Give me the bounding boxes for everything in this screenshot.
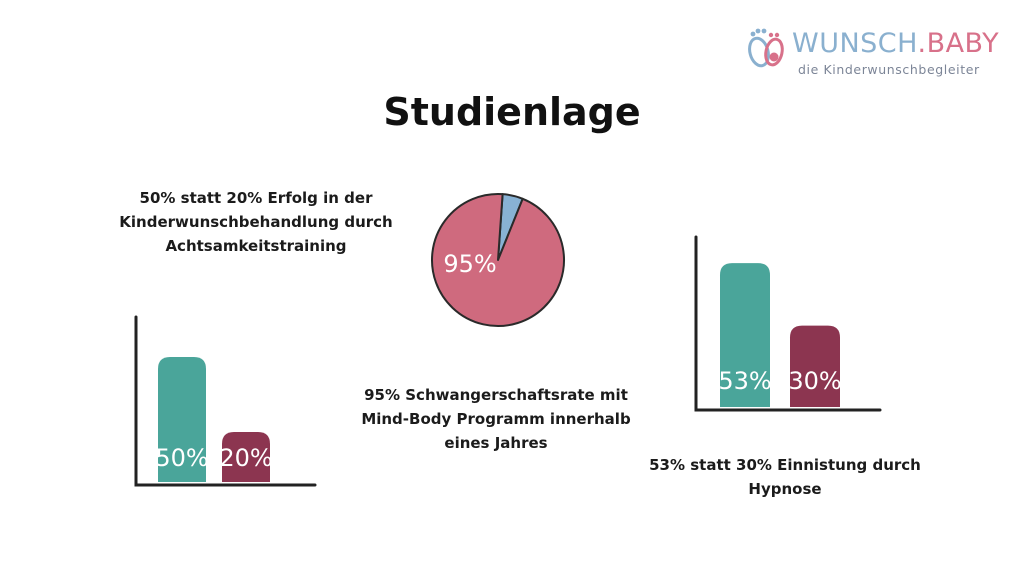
bar-label-left-1: 20% — [219, 444, 272, 472]
chart-caption-middle: 95% Schwangerschaftsrate mit Mind-Body P… — [361, 386, 631, 452]
brand-name-part2: .BABY — [917, 28, 1000, 59]
brand-wordmark: WUNSCH.BABY — [792, 28, 999, 59]
chart-caption-right: 53% statt 30% Einnistung durch Hypnose — [649, 456, 921, 498]
bar-right-1 — [790, 325, 840, 407]
bar-label-right-0: 53% — [718, 367, 771, 395]
bar-label-left-0: 50% — [155, 444, 208, 472]
pie-chart-middle: 95% — [431, 193, 565, 327]
bar-left-0 — [158, 357, 206, 482]
bar-chart-right: 53% 30% — [694, 235, 882, 412]
footprints-icon — [748, 28, 784, 68]
brand-tagline: die Kinderwunschbegleiter — [798, 62, 980, 77]
page-title: Studienlage — [383, 90, 641, 134]
brand-name-part1: WUNSCH — [792, 28, 918, 59]
chart-caption-left: 50% statt 20% Erfolg in der Kinderwunsch… — [119, 189, 393, 255]
chart-axes — [694, 235, 882, 412]
bar-label-right-1: 30% — [788, 367, 841, 395]
chart-axes — [134, 315, 317, 487]
bar-right-0 — [720, 263, 770, 407]
pie-label-0: 95% — [443, 250, 496, 278]
brand-logo[interactable]: WUNSCH.BABY die Kinderwunschbegleiter — [744, 22, 999, 78]
pie-slice-0 — [431, 193, 565, 327]
bar-chart-left: 50% 20% — [134, 315, 317, 487]
bar-left-1 — [222, 432, 270, 482]
